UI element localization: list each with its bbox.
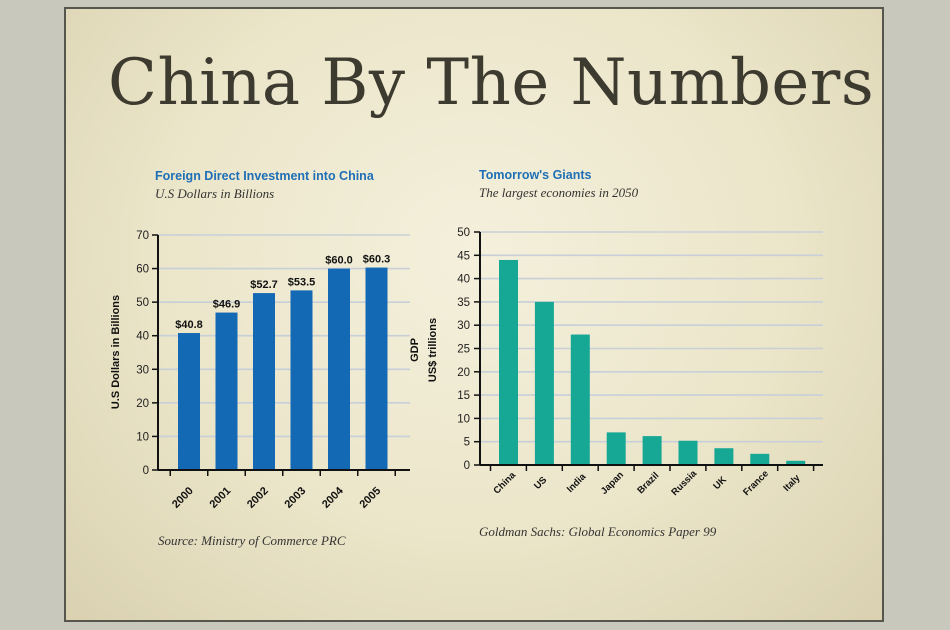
giants-chart-source: Goldman Sachs: Global Economics Paper 99 bbox=[479, 524, 717, 539]
y-axis-label: US$ trillions bbox=[427, 318, 439, 382]
y-tick-label: 0 bbox=[143, 465, 149, 477]
bar bbox=[642, 436, 662, 465]
bar bbox=[365, 267, 388, 470]
bar bbox=[750, 453, 770, 465]
x-tick-label: Brazil bbox=[635, 470, 661, 496]
y-tick-label: 70 bbox=[136, 230, 149, 242]
y-tick-label: 10 bbox=[457, 413, 470, 425]
data-label: $52.7 bbox=[250, 279, 278, 291]
y-tick-label: 35 bbox=[457, 297, 470, 309]
y-axis-label: GDP bbox=[409, 338, 421, 362]
x-tick-label: France bbox=[741, 468, 771, 498]
bar bbox=[178, 333, 200, 470]
y-tick-label: 15 bbox=[457, 390, 470, 402]
fdi-chart-title: Foreign Direct Investment into China bbox=[155, 169, 374, 183]
fdi-chart-source: Source: Ministry of Commerce PRC bbox=[158, 533, 346, 548]
y-tick-label: 25 bbox=[457, 344, 470, 356]
x-tick-label: China bbox=[492, 470, 519, 497]
slide bbox=[64, 7, 884, 622]
x-tick-label: UK bbox=[711, 474, 729, 492]
y-tick-label: 50 bbox=[457, 227, 470, 239]
bar bbox=[714, 448, 734, 465]
x-tick-label: India bbox=[565, 471, 589, 495]
x-tick-label: Japan bbox=[599, 470, 626, 497]
data-label: $60.3 bbox=[363, 254, 391, 266]
bar bbox=[499, 259, 518, 465]
y-tick-label: 10 bbox=[136, 431, 149, 443]
y-tick-label: 5 bbox=[464, 437, 470, 449]
bar bbox=[290, 290, 313, 470]
x-tick-label: Italy bbox=[781, 472, 803, 494]
giants-chart-title: Tomorrow's Giants bbox=[479, 168, 592, 182]
y-tick-label: 30 bbox=[457, 320, 470, 332]
x-tick-label: US bbox=[532, 475, 549, 492]
fdi-chart-subtitle: U.S Dollars in Billions bbox=[155, 186, 275, 201]
bar bbox=[570, 334, 590, 465]
y-tick-label: 30 bbox=[136, 364, 149, 376]
slide-title: China By The Numbers bbox=[108, 46, 875, 120]
y-tick-label: 40 bbox=[457, 274, 470, 286]
data-label: $60.0 bbox=[325, 255, 353, 267]
x-tick-label: Russia bbox=[669, 468, 699, 498]
y-tick-label: 45 bbox=[457, 250, 470, 262]
bar bbox=[786, 460, 806, 465]
y-tick-label: 0 bbox=[464, 460, 470, 472]
bar bbox=[215, 312, 238, 470]
bar bbox=[678, 440, 698, 465]
y-tick-label: 50 bbox=[136, 297, 149, 309]
data-label: $46.9 bbox=[213, 299, 241, 311]
y-tick-label: 40 bbox=[136, 331, 149, 343]
bar bbox=[328, 268, 350, 470]
bar bbox=[606, 432, 626, 465]
data-label: $53.5 bbox=[288, 276, 316, 288]
bar bbox=[253, 293, 275, 470]
y-tick-label: 20 bbox=[136, 398, 149, 410]
bar bbox=[534, 301, 554, 465]
y-axis-label: U.S Dollars in Billions bbox=[110, 295, 122, 409]
y-tick-label: 20 bbox=[457, 367, 470, 379]
y-tick-label: 60 bbox=[136, 264, 149, 276]
giants-chart-subtitle: The largest economies in 2050 bbox=[479, 185, 639, 200]
data-label: $40.8 bbox=[175, 319, 203, 331]
